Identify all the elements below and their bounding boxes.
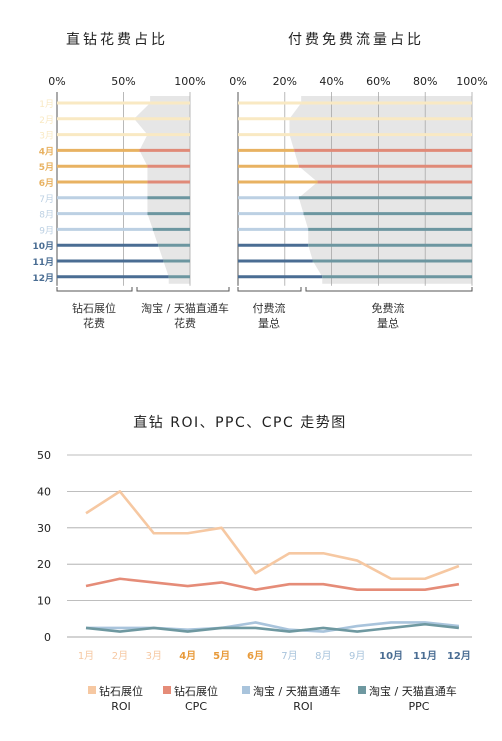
line-chart-x-tick: 3月 (146, 650, 162, 662)
right-bracket (237, 287, 302, 292)
series-ztc-ppc-line (85, 622, 460, 633)
left-month-label: 7月 (39, 194, 54, 205)
left-month-label: 6月 (39, 178, 54, 189)
left-month-label: 2月 (39, 115, 54, 126)
legend-label: ROI (293, 700, 313, 713)
line-chart-y-tick: 30 (37, 522, 51, 535)
left-month-label: 11月 (32, 257, 54, 268)
left-month-label: 10月 (32, 241, 54, 252)
right-tick-label: 100% (456, 75, 487, 88)
legend-swatch (242, 686, 250, 694)
left-share-area (134, 96, 190, 284)
left-bracket-label: 花费 (83, 317, 105, 330)
line-chart-title: 直钻 ROI、PPC、CPC 走势图 (133, 414, 346, 431)
right-bracket-label: 付费流 (253, 301, 286, 315)
left-month-label: 4月 (39, 146, 54, 157)
line-chart: 直钻 ROI、PPC、CPC 走势图 0 10 20 30 40 50 1月 2月 3月 4月 5月 6… (37, 414, 472, 713)
line-chart-x-tick: 7月 (281, 650, 297, 662)
right-share-area (289, 96, 472, 284)
left-bracket (56, 287, 133, 292)
legend-swatch (163, 686, 171, 694)
legend-label: PPC (409, 700, 430, 713)
line-chart-x-tick: 2月 (112, 650, 128, 662)
right-tick-label: 80% (413, 75, 437, 88)
line-chart-x-tick: 8月 (315, 650, 331, 662)
right-bracket-label: 量总 (258, 316, 280, 330)
line-chart-y-tick: 10 (37, 595, 51, 608)
right-bracket-label: 量总 (377, 316, 399, 330)
line-chart-x-tick: 10月 (379, 650, 403, 662)
left-month-label: 9月 (39, 225, 54, 236)
series-zuanzhan-cpc-line (85, 577, 460, 591)
left-bracket-label: 淘宝 / 天猫直通车 (141, 301, 229, 315)
left-tick-label: 100% (174, 75, 205, 88)
legend-swatch (88, 686, 96, 694)
legend-label: ROI (111, 700, 131, 713)
legend-swatch (358, 686, 366, 694)
series-zuanzhan-roi-line (85, 490, 460, 581)
line-chart-y-tick: 0 (44, 631, 51, 644)
line-chart-x-tick: 5月 (213, 650, 230, 662)
right-tick-label: 20% (273, 75, 297, 88)
legend-label: CPC (185, 700, 207, 713)
right-tick-label: 40% (319, 75, 343, 88)
line-chart-y-tick: 40 (37, 485, 51, 498)
right-tick-label: 60% (366, 75, 390, 88)
left-tick-label: 0% (48, 75, 65, 88)
share-chart-left: 直钻花费占比 0% 50% 100% 1月 2月 3月 4月 5月 6月 7月 8月 9月 10月 11月 1… (32, 31, 230, 330)
left-month-label: 8月 (39, 210, 54, 221)
left-title: 直钻花费占比 (66, 31, 168, 48)
legend-label: 钻石展位 (99, 684, 143, 698)
line-chart-y-tick: 20 (37, 558, 51, 571)
left-month-label: 1月 (39, 99, 54, 110)
left-month-label: 12月 (32, 273, 54, 284)
right-tick-label: 0% (229, 75, 246, 88)
line-chart-x-tick: 1月 (78, 650, 94, 662)
left-month-label: 5月 (39, 162, 54, 173)
left-bracket-label: 钻石展位 (72, 301, 116, 315)
line-chart-x-tick: 9月 (349, 650, 365, 662)
line-chart-x-tick: 11月 (413, 650, 437, 662)
legend-label: 钻石展位 (174, 684, 218, 698)
line-chart-x-tick: 4月 (179, 650, 196, 662)
left-bracket (136, 287, 230, 292)
legend-label: 淘宝 / 天猫直通车 (369, 684, 457, 698)
left-tick-label: 50% (111, 75, 135, 88)
line-chart-y-tick: 50 (37, 449, 51, 462)
left-bracket-label: 花费 (174, 317, 196, 330)
line-chart-x-tick: 12月 (447, 650, 471, 662)
right-bracket-label: 免费流 (372, 301, 405, 315)
right-bracket (305, 287, 473, 292)
line-chart-x-tick: 6月 (247, 650, 264, 662)
right-title: 付费免费流量占比 (288, 32, 424, 48)
left-month-label: 3月 (39, 131, 54, 142)
legend-label: 淘宝 / 天猫直通车 (253, 684, 341, 698)
